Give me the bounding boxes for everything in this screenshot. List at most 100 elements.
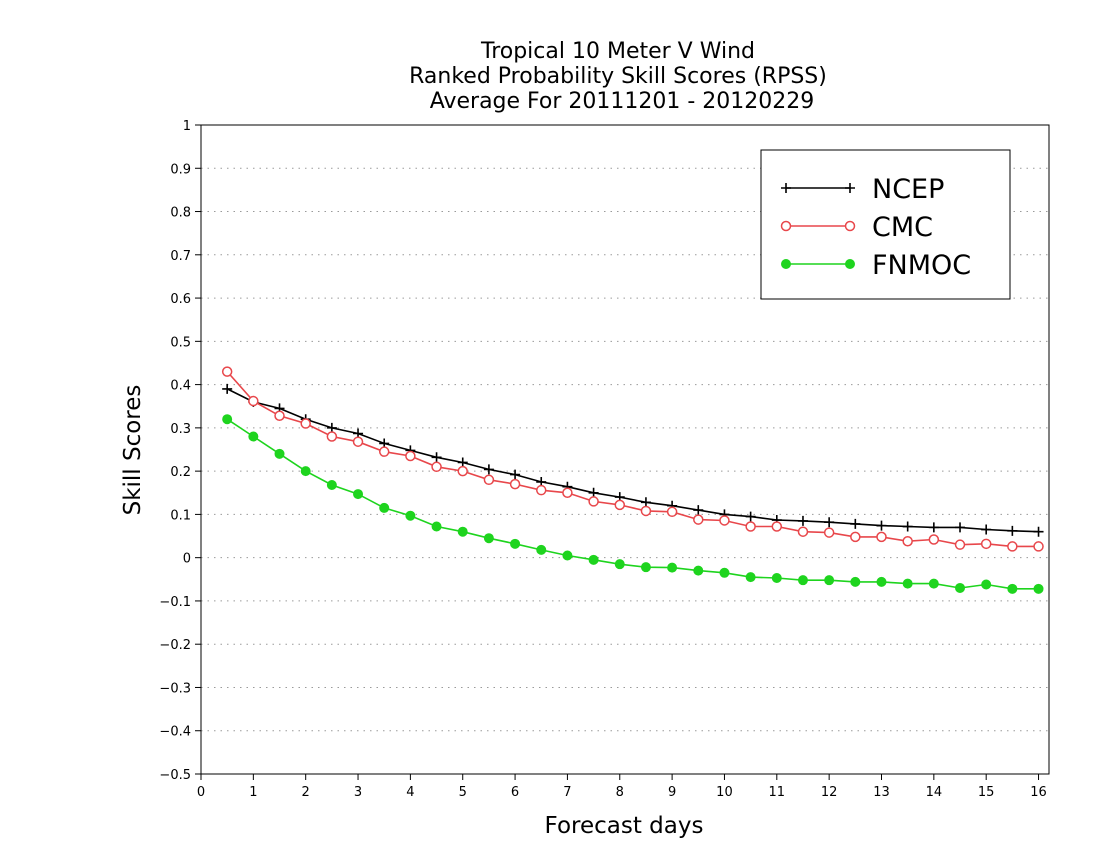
legend-marker-fnmoc	[845, 259, 855, 269]
data-point-cmc	[823, 527, 835, 538]
data-point-cmc	[300, 418, 311, 429]
data-point-fnmoc	[824, 575, 835, 586]
data-point-fnmoc	[928, 578, 939, 589]
data-point-fnmoc	[222, 414, 233, 425]
series-line-ncep	[226, 388, 1039, 533]
legend-marker-cmc	[844, 220, 856, 232]
data-point-cmc	[1033, 541, 1044, 552]
y-tick-label: 0.5	[170, 335, 191, 350]
data-point-ncep	[222, 383, 233, 394]
title-line-2: Ranked Probability Skill Scores (RPSS)	[409, 64, 827, 89]
data-point-fnmoc	[326, 479, 337, 490]
data-point-fnmoc	[274, 448, 285, 459]
y-tick-label: 0.9	[170, 162, 191, 177]
data-point-fnmoc	[510, 538, 521, 549]
x-tick-label: 5	[459, 785, 467, 800]
data-point-fnmoc	[1007, 583, 1018, 594]
data-point-fnmoc	[536, 544, 547, 555]
x-tick-label: 3	[354, 785, 362, 800]
x-tick-label: 14	[926, 785, 943, 800]
data-point-fnmoc	[379, 502, 390, 513]
series-fnmoc	[222, 414, 1044, 594]
plot-frame	[200, 124, 1050, 775]
data-point-fnmoc	[483, 533, 494, 544]
data-point-cmc	[640, 505, 652, 517]
x-tick-label: 9	[668, 785, 676, 800]
legend-marker-ncep	[845, 183, 855, 193]
x-tick-label: 2	[302, 785, 310, 800]
data-point-fnmoc	[640, 562, 651, 573]
data-point-cmc	[535, 484, 547, 496]
data-point-fnmoc	[353, 489, 364, 500]
data-point-cmc	[431, 461, 442, 473]
series-cmc	[221, 366, 1044, 552]
data-point-cmc	[614, 499, 626, 511]
data-point-ncep	[981, 524, 992, 535]
x-tick-label: 15	[978, 785, 995, 800]
data-point-ncep	[745, 511, 756, 522]
y-tick-label: −0.3	[159, 681, 191, 696]
data-point-ncep	[1033, 526, 1044, 537]
y-tick-label: −0.2	[159, 638, 191, 653]
data-point-cmc	[457, 465, 468, 477]
x-tick-label: 10	[716, 785, 733, 800]
data-point-ncep	[640, 497, 651, 508]
data-point-cmc	[954, 539, 966, 550]
data-series	[221, 366, 1044, 594]
x-axis-label: Forecast days	[545, 813, 704, 839]
data-point-fnmoc	[431, 521, 442, 532]
data-point-fnmoc	[797, 575, 808, 586]
data-point-ncep	[928, 522, 939, 533]
x-tick-label: 11	[769, 785, 786, 800]
x-tick-label: 6	[511, 785, 519, 800]
data-point-ncep	[588, 487, 599, 498]
y-tick-label: 0.2	[170, 465, 191, 480]
data-point-cmc	[745, 521, 756, 532]
data-point-fnmoc	[667, 562, 678, 573]
data-point-fnmoc	[693, 565, 704, 576]
data-point-fnmoc	[902, 578, 913, 589]
y-tick-label: 1	[183, 119, 191, 134]
data-point-ncep	[431, 452, 442, 463]
data-point-cmc	[405, 450, 416, 462]
series-line-fnmoc	[226, 418, 1039, 590]
data-point-cmc	[850, 531, 861, 543]
y-tick-label: 0.1	[170, 508, 191, 523]
data-point-ncep	[955, 522, 966, 533]
y-axis-label: Skill Scores	[120, 385, 146, 516]
data-point-fnmoc	[405, 510, 416, 521]
data-point-ncep	[510, 469, 521, 480]
chart-title: Tropical 10 Meter V Wind Ranked Probabil…	[409, 39, 827, 114]
data-point-ncep	[824, 517, 835, 528]
data-point-cmc	[771, 521, 783, 532]
x-tick-label: 12	[821, 785, 838, 800]
title-line-3: Average For 20111201 - 20120229	[430, 89, 815, 114]
legend-box	[760, 149, 1011, 300]
legend-marker-cmc	[780, 220, 792, 232]
legend-label-cmc: CMC	[872, 212, 933, 243]
y-tick-label: 0.4	[170, 379, 191, 394]
data-point-fnmoc	[719, 567, 730, 578]
legend-label-fnmoc: FNMOC	[872, 250, 971, 281]
data-point-fnmoc	[981, 579, 992, 590]
data-point-fnmoc	[248, 431, 259, 442]
data-point-fnmoc	[614, 559, 625, 570]
data-point-fnmoc	[562, 550, 573, 561]
data-point-cmc	[326, 431, 338, 442]
x-tick-label: 8	[616, 785, 624, 800]
data-point-ncep	[457, 457, 468, 468]
data-point-fnmoc	[745, 572, 756, 583]
data-point-cmc	[588, 496, 599, 507]
legend: NCEP CMC FNMOC	[760, 149, 1011, 300]
y-tick-label: −0.5	[159, 768, 191, 783]
data-point-cmc	[352, 436, 364, 447]
y-tick-label: 0	[183, 552, 191, 567]
data-point-ncep	[1007, 525, 1018, 536]
data-point-fnmoc	[300, 466, 311, 477]
data-point-cmc	[666, 506, 678, 518]
data-point-ncep	[850, 518, 861, 529]
x-tick-label: 16	[1030, 785, 1047, 800]
data-point-cmc	[378, 446, 390, 457]
x-tick-label: 13	[873, 785, 890, 800]
